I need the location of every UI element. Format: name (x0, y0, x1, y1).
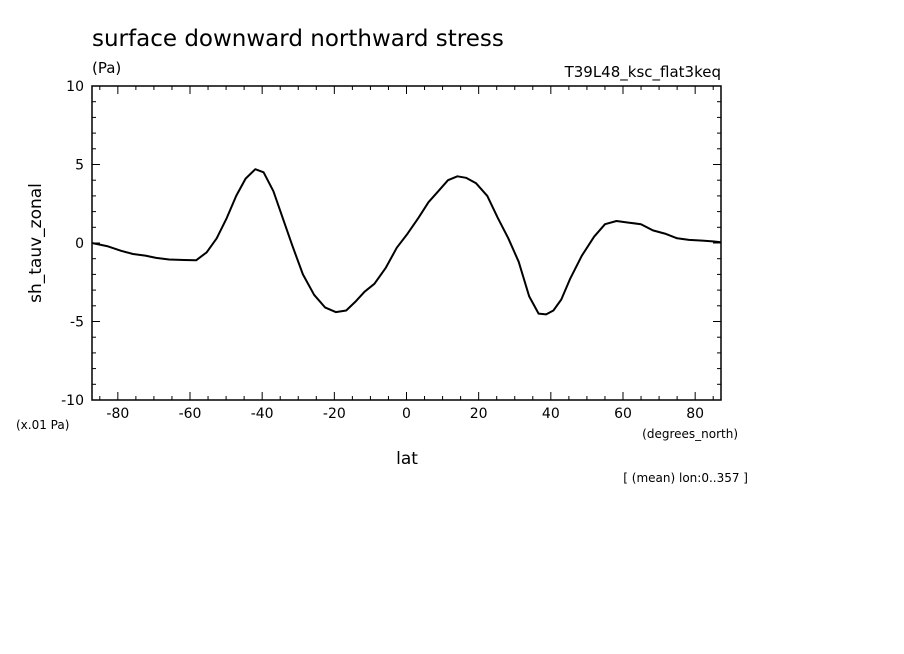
x-units-label: (degrees_north) (642, 427, 738, 441)
x-tick-label: 40 (542, 406, 560, 422)
x-tick-label: -40 (251, 406, 274, 422)
x-tick-label: -80 (106, 406, 129, 422)
y-tick-label: -5 (70, 315, 84, 331)
series-layer (91, 168, 722, 316)
x-tick-label: 0 (402, 406, 411, 422)
y-tick-label: 5 (75, 158, 84, 174)
chart-title: surface downward northward stress (92, 26, 504, 52)
units-label: (Pa) (92, 59, 121, 77)
y-tick-label: 10 (66, 79, 84, 95)
y-tick-label: -10 (61, 393, 84, 409)
x-tick-label: -20 (323, 406, 346, 422)
x-tick-label: 80 (686, 406, 704, 422)
footer-note: [ (mean) lon:0..357 ] (623, 471, 748, 485)
x-tick-label: 20 (470, 406, 488, 422)
experiment-label: T39L48_ksc_flat3keq (564, 63, 721, 82)
x-axis: -80 -60 -40 -20 0 20 40 60 80 (99, 86, 714, 422)
y-scale-note: (x.01 Pa) (16, 418, 69, 432)
y-axis-label: sh_tauv_zonal (26, 183, 46, 303)
plot-frame (91, 85, 722, 401)
y-axis: -10 -5 0 5 10 (61, 79, 721, 409)
x-tick-label: -60 (179, 406, 202, 422)
x-axis-label: lat (396, 449, 418, 469)
y-tick-label: 0 (75, 236, 84, 252)
x-tick-label: 60 (614, 406, 632, 422)
series-line (91, 168, 722, 316)
